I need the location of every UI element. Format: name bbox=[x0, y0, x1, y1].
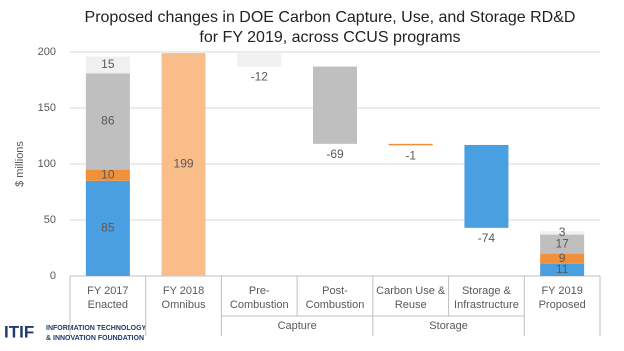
chart-title: for FY 2019, across CCUS programs bbox=[199, 29, 460, 46]
x-tick-label: Omnibus bbox=[162, 299, 207, 311]
x-tick-label: FY 2019 bbox=[541, 285, 582, 297]
group-label: Capture bbox=[278, 320, 317, 332]
group-label: Storage bbox=[429, 320, 468, 332]
y-tick-label: 0 bbox=[50, 270, 56, 282]
bar-segment bbox=[313, 66, 357, 144]
bar-segment bbox=[85, 180, 130, 276]
data-label: 17 bbox=[555, 236, 569, 250]
bar-segment bbox=[85, 73, 130, 170]
x-tick-label: Post- bbox=[322, 285, 348, 297]
data-label: -74 bbox=[478, 231, 496, 245]
logo-mark: ITIF bbox=[4, 322, 34, 341]
chart-title: Proposed changes in DOE Carbon Capture, … bbox=[85, 9, 576, 26]
y-tick-label: 50 bbox=[44, 214, 56, 226]
data-label: 10 bbox=[101, 167, 115, 181]
data-label: 11 bbox=[556, 262, 569, 276]
x-tick-label: Combustion bbox=[306, 299, 365, 311]
x-tick-label: Enacted bbox=[88, 299, 128, 311]
x-tick-label: FY 2017 bbox=[87, 285, 128, 297]
y-tick-label: 100 bbox=[38, 158, 56, 170]
data-label: 15 bbox=[101, 57, 115, 71]
data-label: 85 bbox=[101, 221, 115, 235]
data-label: -1 bbox=[405, 149, 416, 163]
x-tick-label: Proposed bbox=[539, 299, 586, 311]
logo-text: & INNOVATION FOUNDATION bbox=[46, 335, 144, 342]
bar-segment bbox=[237, 53, 282, 67]
data-label: 86 bbox=[101, 114, 115, 128]
x-tick-label: FY 2018 bbox=[163, 285, 204, 297]
x-tick-label: Carbon Use & bbox=[376, 285, 446, 297]
x-tick-label: Infrastructure bbox=[454, 299, 519, 311]
bar-segment bbox=[85, 169, 130, 181]
x-tick-label: Storage & bbox=[462, 285, 512, 297]
data-label: 3 bbox=[559, 225, 566, 239]
bar-segment bbox=[464, 144, 509, 228]
data-label: -12 bbox=[251, 70, 269, 84]
y-tick-label: 150 bbox=[38, 102, 56, 114]
logo-text: INFORMATION TECHNOLOGY bbox=[46, 325, 147, 332]
bar-segment bbox=[161, 53, 206, 277]
bar-segment bbox=[540, 263, 585, 276]
y-tick-label: 200 bbox=[38, 46, 56, 58]
data-label: -69 bbox=[326, 147, 344, 161]
bar-segment bbox=[388, 143, 433, 146]
x-tick-label: Pre- bbox=[249, 285, 270, 297]
bar-segment bbox=[540, 253, 585, 264]
bar-segment bbox=[540, 231, 585, 235]
x-tick-label: Reuse bbox=[395, 299, 427, 311]
bar-segment bbox=[85, 56, 130, 74]
bar-segment bbox=[540, 234, 585, 254]
data-label: 199 bbox=[174, 157, 194, 171]
x-tick-label: Combustion bbox=[230, 299, 289, 311]
y-axis-label: $ millions bbox=[14, 141, 26, 187]
data-label: 9 bbox=[559, 251, 566, 265]
